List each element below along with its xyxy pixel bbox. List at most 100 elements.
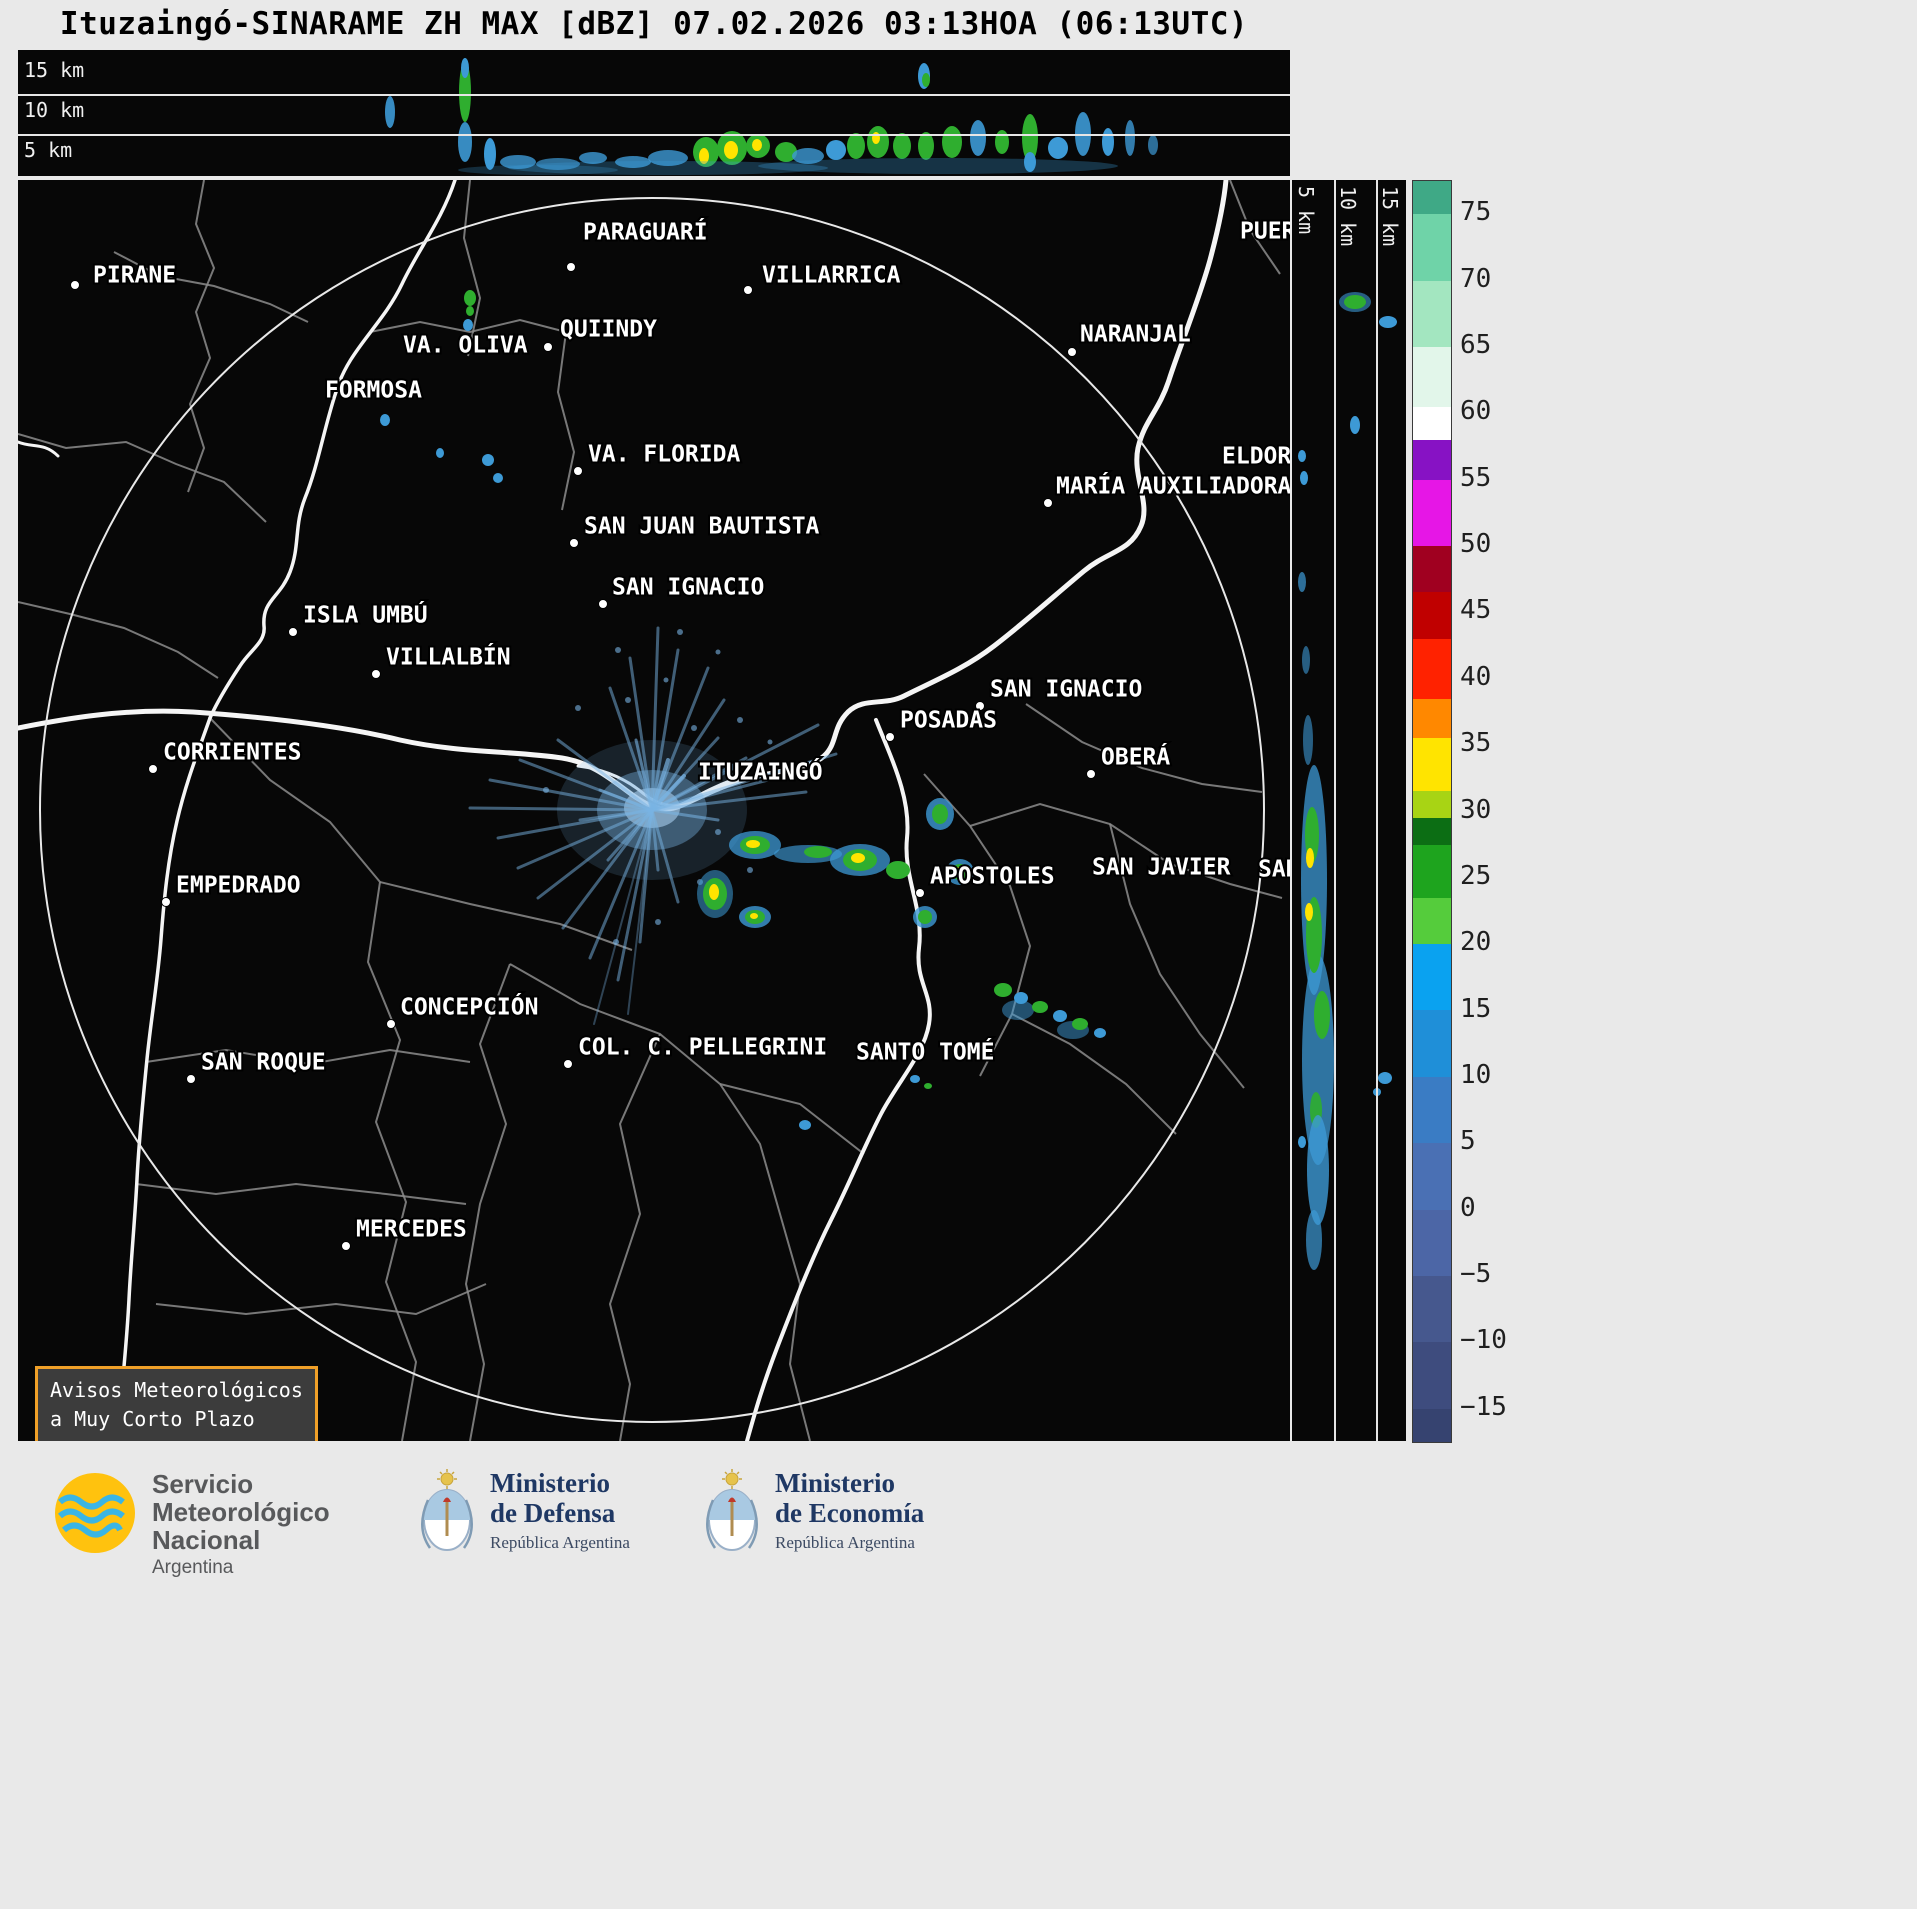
height-axis-label: 5 km [1294,186,1318,235]
colorbar-tick-label: 55 [1460,462,1492,493]
footer: Servicio Meteorológico Nacional Argentin… [0,1468,1917,1588]
city-label: SAN JAVIER [1092,855,1231,881]
cross-section-top-plot [385,58,1158,175]
boundary-line [187,180,216,493]
radar-spoke [650,626,660,812]
ministry-sub: República Argentina [775,1533,915,1552]
radar-echo [709,884,719,900]
radar-spoke [616,808,654,982]
boundary-line [509,963,811,1441]
radar-echo [536,158,580,170]
city-dot [543,342,553,352]
colorbar-tick-label: 60 [1460,396,1492,427]
radar-echo [747,867,753,873]
city-label: SAN [1258,857,1290,883]
radar-echo [775,142,797,162]
city-label: PARAGUARÍ [583,218,708,246]
radar-echo [500,155,536,169]
smn-sun-circle [55,1473,135,1553]
radar-echo [886,861,910,879]
radar-echo [847,133,865,159]
city-dot [563,1059,573,1069]
coat-sun-icon [725,1472,739,1486]
colorbar-tick-label: 5 [1460,1126,1476,1157]
city-label: EMPEDRADO [176,873,301,899]
radar-spoke-layer [468,626,838,1025]
city-dot [566,262,576,272]
colorbar-band [1413,181,1451,215]
smn-name-line: Nacional [152,1525,261,1555]
colorbar-band [1413,406,1451,440]
colorbar-tick-label: 50 [1460,529,1492,560]
city-label: VILLARRICA [762,263,901,289]
colorbar-band [1413,1342,1451,1409]
radar-echo [918,132,934,160]
defensa-wordmark: Ministerio de Defensa República Argentin… [490,1468,630,1553]
city-dot [569,538,579,548]
city-label: NARANJAL [1080,322,1191,348]
city-label: ITUZAINGÓ [698,758,823,786]
colorbar-tick-label: 70 [1460,263,1492,294]
radar-echo [1102,128,1114,156]
colorbar-tick-label: 20 [1460,927,1492,958]
boundary-line [209,717,381,883]
city-label: OBERÁ [1101,743,1170,771]
radar-echo [1307,1115,1329,1225]
coat-sun-rays [722,1469,742,1489]
height-axis-label: 15 km [24,58,85,82]
city-label: FORMOSA [325,378,422,404]
city-label: CORRIENTES [163,740,301,766]
coat-sun-rays [437,1469,457,1489]
radar-echo [746,840,760,848]
smn-wave-icon [61,1522,123,1538]
radar-echo [677,629,683,635]
radar-echo [458,122,472,162]
radar-echo [1125,120,1135,156]
colorbar-band [1413,1143,1451,1210]
radar-echo [458,165,618,175]
city-dot [1067,347,1077,357]
city-label: POSADAS [900,708,997,734]
boundary-line [719,1083,865,1155]
colorbar-band [1413,439,1451,480]
colorbar-band [1413,698,1451,739]
boundary-line [556,331,576,511]
smn-wave-icon [57,1508,125,1524]
radar-echo [804,846,832,858]
radar-echo [1022,114,1038,162]
city-label: MERCEDES [356,1217,467,1243]
colorbar-band [1413,545,1451,593]
cross-section-top-panel: 15 km 10 km 5 km [18,50,1290,176]
radar-spoke [561,808,654,930]
ministry-line: de Economía [775,1498,925,1528]
advisory-line2: a Muy Corto Plazo [50,1407,255,1431]
city-dot [288,627,298,637]
boundary-line [1229,180,1281,275]
radar-spoke [650,808,680,904]
city-dot [1043,498,1053,508]
city-dot [573,466,583,476]
colorbar-tick-label: 65 [1460,329,1492,360]
radar-echo [1024,152,1036,172]
city-dot [161,897,171,907]
radar-echo [918,910,932,924]
colorbar-tick-label: 15 [1460,993,1492,1024]
smn-name-line: Meteorológico [152,1497,330,1527]
ministry-line: de Defensa [490,1498,616,1528]
radar-echo [750,913,758,919]
river-branch [18,440,60,458]
radar-spoke [650,790,808,812]
radar-spoke [650,698,726,812]
colorbar-band [1413,1010,1451,1077]
advisory-banner[interactable]: Avisos Meteorológicos a Muy Corto Plazo [35,1366,318,1441]
colorbar-band [1413,638,1451,699]
radar-spoke [593,809,653,1025]
radar-echo [1344,295,1366,309]
river-uruguay [745,718,932,1441]
colorbar-tick-label: −5 [1460,1259,1492,1290]
radar-echo [615,156,651,168]
colorbar-tick-label: 25 [1460,860,1492,891]
boundary-line [113,251,309,323]
city-dot [743,285,753,295]
city-label: CONCEPCIÓN [400,993,538,1021]
